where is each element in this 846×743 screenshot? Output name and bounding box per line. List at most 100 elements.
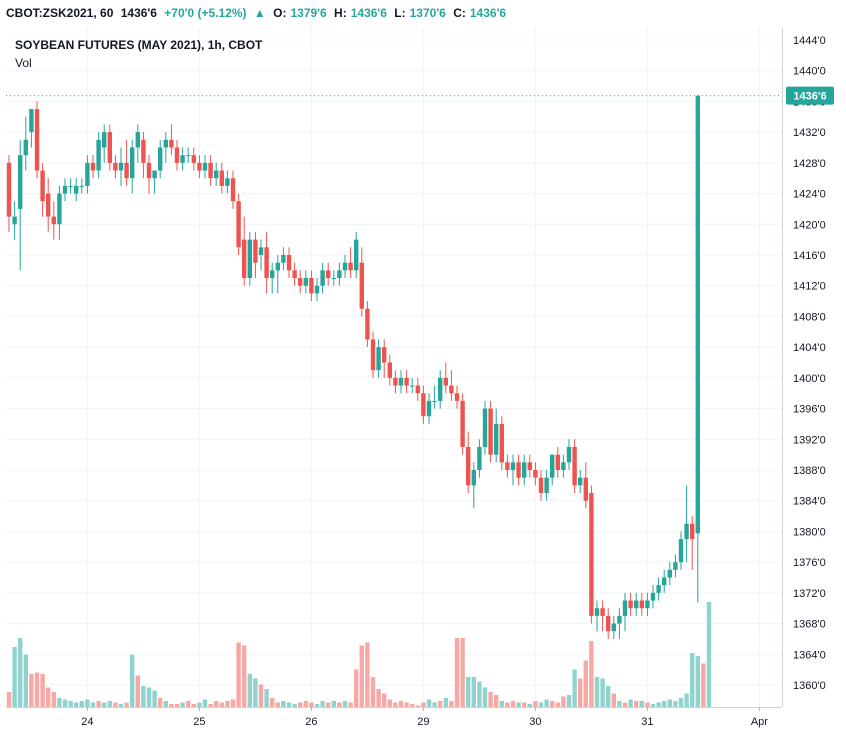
volume-bar — [662, 701, 667, 707]
volume-bar — [611, 693, 616, 707]
candle-body — [578, 477, 583, 486]
volume-bar — [617, 701, 622, 707]
candle-body — [471, 470, 476, 486]
x-tick-label: 30 — [529, 716, 541, 728]
volume-bar — [186, 701, 191, 707]
candle-body — [186, 155, 191, 157]
volume-bar — [656, 702, 661, 707]
candle-body — [382, 347, 387, 363]
low-value: 1370'6 — [409, 6, 446, 20]
volume-label: Vol — [15, 56, 32, 70]
volume-bar — [34, 672, 40, 707]
symbol-label[interactable]: CBOT:ZSK2021, 60 — [6, 6, 114, 20]
last-price: 1436'6 — [120, 6, 157, 20]
open-value: 1379'6 — [290, 6, 327, 20]
volume-bar — [522, 702, 527, 707]
candle-body — [163, 139, 168, 148]
volume-bar — [264, 689, 269, 707]
candle-body — [23, 139, 28, 156]
candle-body — [650, 592, 656, 601]
candle-body — [432, 400, 437, 402]
volume-bar — [482, 687, 488, 707]
volume-bar — [494, 695, 499, 707]
candle-body — [561, 462, 566, 470]
volume-bar — [555, 702, 560, 707]
volume-bar — [163, 701, 168, 707]
candle-body — [639, 600, 644, 609]
candle-body — [242, 239, 247, 279]
volume-bar — [443, 698, 448, 707]
volume-bar — [499, 701, 504, 707]
y-tick-label: 1364'0 — [793, 649, 826, 661]
volume-bar — [113, 702, 118, 707]
volume-bar — [354, 669, 359, 707]
candle-body — [398, 377, 404, 386]
open-label: O: — [273, 6, 287, 20]
candle-body — [141, 139, 146, 163]
volume-bar — [466, 677, 471, 707]
candle-body — [628, 600, 633, 609]
volume-bar — [589, 641, 594, 707]
volume-bar — [544, 699, 549, 707]
y-tick-label: 1432'0 — [793, 127, 826, 139]
volume-bar — [230, 699, 236, 707]
y-tick-label: 1400'0 — [793, 373, 826, 385]
volume-bar — [387, 699, 392, 707]
volume-bar — [432, 702, 437, 707]
volume-bar — [158, 698, 163, 707]
candle-body — [544, 477, 549, 494]
volume-bar — [51, 692, 56, 707]
y-tick-label: 1384'0 — [793, 496, 826, 508]
last-price-badge — [786, 86, 834, 105]
y-tick-label: 1404'0 — [793, 342, 826, 354]
volume-bar — [550, 701, 555, 707]
high-label: H: — [334, 6, 347, 20]
volume-bar — [96, 701, 101, 707]
volume-bar — [102, 702, 107, 707]
candle-body — [29, 109, 34, 133]
candle-body — [622, 600, 628, 616]
volume-bar — [180, 702, 185, 707]
y-tick-label: 1428'0 — [793, 158, 826, 170]
close-label: C: — [453, 6, 466, 20]
candle-body — [393, 377, 398, 386]
candle-body — [298, 278, 303, 286]
volume-bar — [258, 684, 264, 707]
candle-body — [102, 132, 107, 148]
candle-body — [258, 247, 264, 255]
volume-bar — [247, 674, 252, 707]
candle-body — [202, 162, 208, 171]
candle-body — [656, 585, 661, 593]
candle-body — [404, 377, 409, 386]
volume-bar — [701, 663, 706, 707]
volume-bar — [695, 656, 700, 707]
volume-bar — [639, 701, 644, 707]
high-value: 1436'6 — [350, 6, 387, 20]
volume-bar — [673, 701, 678, 707]
candle-body — [617, 615, 622, 624]
candle-body — [180, 155, 185, 163]
volume-bar — [146, 687, 152, 707]
volume-bar — [68, 701, 73, 707]
candle-body — [51, 216, 56, 225]
volume-bar — [191, 704, 196, 707]
volume-bar — [348, 702, 353, 707]
candle-body — [309, 278, 314, 294]
volume-bar — [410, 704, 415, 707]
candle-body — [550, 454, 555, 478]
candle-body — [365, 308, 370, 340]
candle-body — [275, 262, 280, 271]
volume-bar — [421, 702, 426, 707]
volume-bar — [667, 699, 672, 707]
close-value: 1436'6 — [469, 6, 507, 20]
y-tick-label: 1420'0 — [793, 219, 826, 231]
candle-body — [214, 170, 219, 179]
candle-body — [583, 477, 588, 501]
candle-body — [62, 185, 68, 194]
volume-bar — [303, 701, 308, 707]
volume-bar — [566, 695, 572, 707]
volume-bar — [645, 702, 650, 707]
candle-body — [158, 147, 163, 171]
candle-body — [482, 408, 488, 447]
